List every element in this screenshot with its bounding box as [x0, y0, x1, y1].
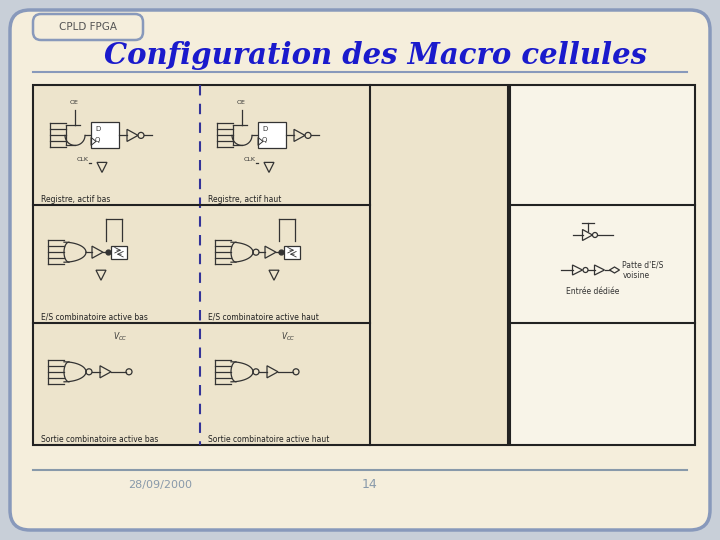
Text: Q: Q — [95, 137, 100, 144]
Text: CLK: CLK — [244, 157, 256, 162]
Text: Patte d'E/S
voisine: Patte d'E/S voisine — [623, 260, 664, 280]
Bar — [510, 85, 695, 445]
Text: OE: OE — [70, 100, 79, 105]
Text: Registre, actif bas: Registre, actif bas — [41, 194, 110, 204]
Bar — [91, 123, 119, 148]
Text: Configuration des Macro cellules: Configuration des Macro cellules — [104, 40, 647, 70]
Text: OE: OE — [237, 100, 246, 105]
Text: D: D — [95, 126, 100, 132]
FancyBboxPatch shape — [33, 14, 143, 40]
Text: Sortie combinatoire active bas: Sortie combinatoire active bas — [41, 435, 158, 443]
Text: Q: Q — [262, 137, 267, 144]
Bar — [111, 246, 127, 259]
Text: $V_{CC}$: $V_{CC}$ — [112, 330, 127, 343]
Text: Sortie combinatoire active haut: Sortie combinatoire active haut — [208, 435, 329, 443]
Text: CLK: CLK — [77, 157, 89, 162]
Text: Entrée dédiée: Entrée dédiée — [566, 287, 619, 296]
Bar — [258, 123, 286, 148]
Text: 14: 14 — [362, 478, 378, 491]
Bar — [284, 246, 300, 259]
Text: D: D — [262, 126, 267, 132]
Text: Registre, actif haut: Registre, actif haut — [208, 194, 282, 204]
Bar — [33, 85, 508, 445]
Text: 28/09/2000: 28/09/2000 — [128, 480, 192, 490]
FancyBboxPatch shape — [10, 10, 710, 530]
Text: CPLD FPGA: CPLD FPGA — [59, 22, 117, 32]
Text: $V_{CC}$: $V_{CC}$ — [281, 330, 296, 343]
Text: E/S combinatoire active bas: E/S combinatoire active bas — [41, 313, 148, 321]
Text: E/S combinatoire active haut: E/S combinatoire active haut — [208, 313, 319, 321]
